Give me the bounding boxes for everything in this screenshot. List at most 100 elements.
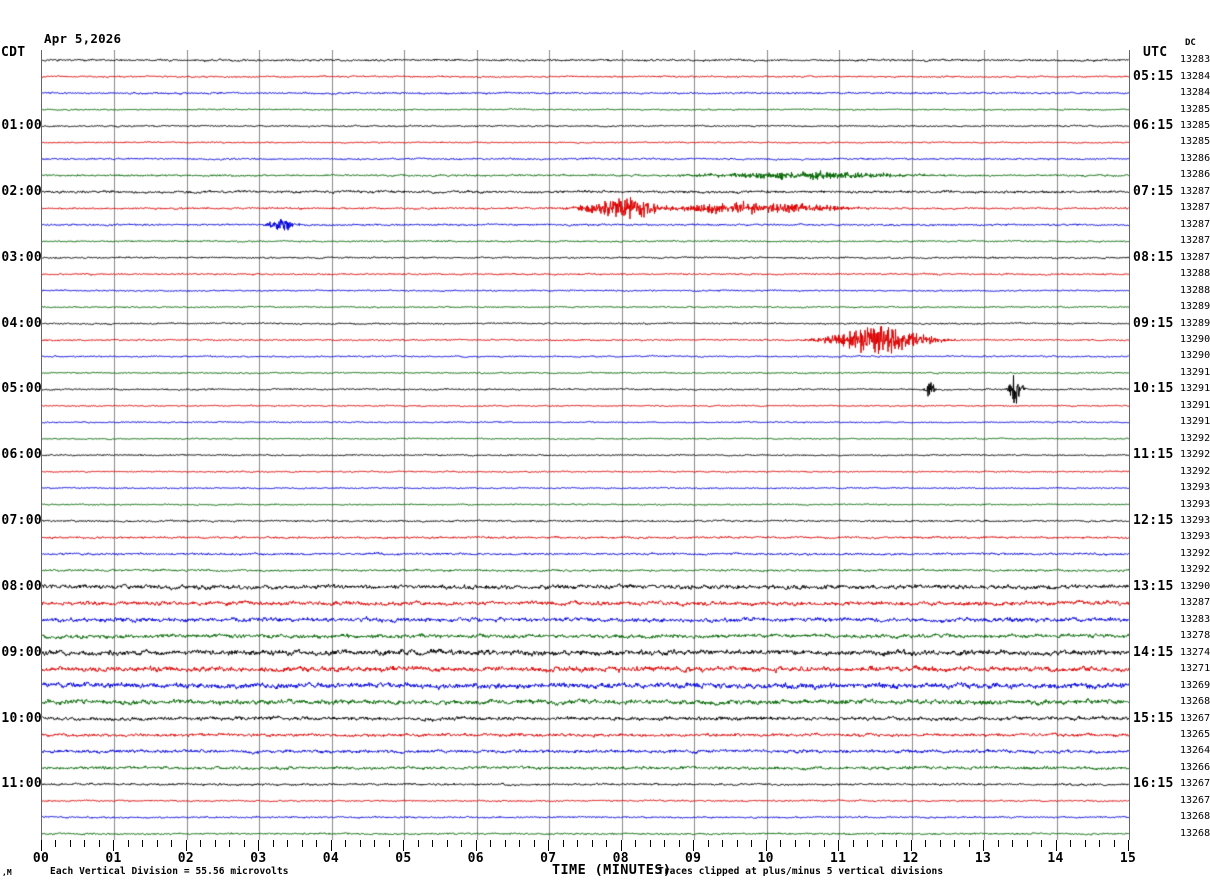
x-tick-minor xyxy=(896,840,897,847)
x-tick-minor xyxy=(925,840,926,847)
x-tick-major xyxy=(766,840,767,851)
dc-value: 13288 xyxy=(1180,284,1210,296)
x-tick-minor xyxy=(824,840,825,847)
x-tick-minor xyxy=(418,840,419,847)
x-tick-minor xyxy=(70,840,71,847)
utc-hour-label: 07:15 xyxy=(1133,183,1174,199)
x-tick-label: 14 xyxy=(1047,851,1064,866)
cdt-hour-label: 06:00 xyxy=(1,447,42,463)
x-tick-minor xyxy=(171,840,172,847)
dc-value: 13265 xyxy=(1180,728,1210,740)
utc-hour-label: 16:15 xyxy=(1133,776,1174,792)
utc-hour-label: 13:15 xyxy=(1133,578,1174,594)
x-tick-major xyxy=(983,840,984,851)
dc-value: 13278 xyxy=(1180,630,1210,642)
x-tick-label: 08 xyxy=(612,851,629,866)
dc-value: 13291 xyxy=(1180,399,1210,411)
x-tick-minor xyxy=(505,840,506,847)
x-tick-minor xyxy=(708,840,709,847)
dc-value: 13285 xyxy=(1180,136,1210,148)
x-tick-minor xyxy=(1041,840,1042,847)
x-tick-minor xyxy=(1012,840,1013,847)
x-tick-minor xyxy=(650,840,651,847)
x-tick-minor xyxy=(1085,840,1086,847)
x-tick-minor xyxy=(969,840,970,847)
utc-hour-label: 12:15 xyxy=(1133,513,1174,529)
dc-value: 13292 xyxy=(1180,465,1210,477)
x-tick-minor xyxy=(55,840,56,847)
dc-value: 13268 xyxy=(1180,811,1210,823)
x-tick-major xyxy=(331,840,332,851)
x-tick-minor xyxy=(867,840,868,847)
utc-hour-label: 06:15 xyxy=(1133,118,1174,134)
x-tick-minor xyxy=(563,840,564,847)
x-tick-minor xyxy=(592,840,593,847)
x-tick-major xyxy=(186,840,187,851)
x-tick-label: 13 xyxy=(974,851,992,866)
dc-value: 13283 xyxy=(1180,613,1210,625)
utc-hour-label: 05:15 xyxy=(1133,68,1174,84)
dc-value: 13291 xyxy=(1180,366,1210,378)
x-tick-minor xyxy=(157,840,158,847)
utc-hour-label: 15:15 xyxy=(1133,710,1174,726)
dc-value: 13290 xyxy=(1180,350,1210,362)
cdt-hour-label: 02:00 xyxy=(1,183,42,199)
dc-value: 13271 xyxy=(1180,663,1210,675)
dc-column-header: DC xyxy=(1185,38,1196,48)
x-tick-label: 05 xyxy=(395,851,412,866)
dc-value: 13290 xyxy=(1180,333,1210,345)
x-tick-major xyxy=(1056,840,1057,851)
dc-value: 13289 xyxy=(1180,317,1210,329)
cdt-hour-label: 01:00 xyxy=(1,118,42,134)
dc-value: 13285 xyxy=(1180,120,1210,132)
cdt-hour-label: 03:00 xyxy=(1,249,42,265)
x-tick-minor xyxy=(244,840,245,847)
seismogram-plot-area[interactable] xyxy=(41,50,1130,840)
x-tick-minor xyxy=(1027,840,1028,847)
dc-value: 13292 xyxy=(1180,547,1210,559)
dc-value: 13268 xyxy=(1180,696,1210,708)
cdt-hour-label: 08:00 xyxy=(1,578,42,594)
dc-value: 13264 xyxy=(1180,745,1210,757)
x-tick-major xyxy=(258,840,259,851)
x-tick-minor xyxy=(954,840,955,847)
x-tick-label: 09 xyxy=(685,851,702,866)
x-tick-minor xyxy=(432,840,433,847)
x-tick-minor xyxy=(1114,840,1115,847)
seismogram-traces-canvas[interactable] xyxy=(42,50,1129,840)
cdt-hour-label: 11:00 xyxy=(1,776,42,792)
cdt-hour-label: 09:00 xyxy=(1,644,42,660)
scale-note: Each Vertical Division = 55.56 microvolt… xyxy=(50,866,289,877)
dc-value: 13287 xyxy=(1180,218,1210,230)
dc-value: 13266 xyxy=(1180,761,1210,773)
x-tick-minor xyxy=(679,840,680,847)
x-tick-label: 02 xyxy=(177,851,195,866)
corner-mark: ,M xyxy=(2,868,12,877)
x-tick-minor xyxy=(374,840,375,847)
x-tick-minor xyxy=(853,840,854,847)
dc-value: 13289 xyxy=(1180,301,1210,313)
utc-hour-label: 11:15 xyxy=(1133,447,1174,463)
dc-value: 13293 xyxy=(1180,515,1210,527)
x-tick-minor xyxy=(1070,840,1071,847)
x-axis-ticks xyxy=(41,840,1129,852)
x-tick-major xyxy=(838,840,839,851)
x-tick-minor xyxy=(534,840,535,847)
dc-value: 13269 xyxy=(1180,679,1210,691)
dc-value: 13293 xyxy=(1180,482,1210,494)
dc-value: 13283 xyxy=(1180,54,1210,66)
x-tick-major xyxy=(548,840,549,851)
x-tick-label: 06 xyxy=(467,851,484,866)
dc-value: 13288 xyxy=(1180,268,1210,280)
x-tick-minor xyxy=(360,840,361,847)
dc-value: 13287 xyxy=(1180,235,1210,247)
cdt-hour-label: 04:00 xyxy=(1,315,42,331)
x-tick-minor xyxy=(447,840,448,847)
dc-value: 13286 xyxy=(1180,169,1210,181)
x-tick-minor xyxy=(461,840,462,847)
x-tick-minor xyxy=(809,840,810,847)
x-tick-minor xyxy=(1099,840,1100,847)
x-tick-minor xyxy=(519,840,520,847)
x-tick-minor xyxy=(606,840,607,847)
